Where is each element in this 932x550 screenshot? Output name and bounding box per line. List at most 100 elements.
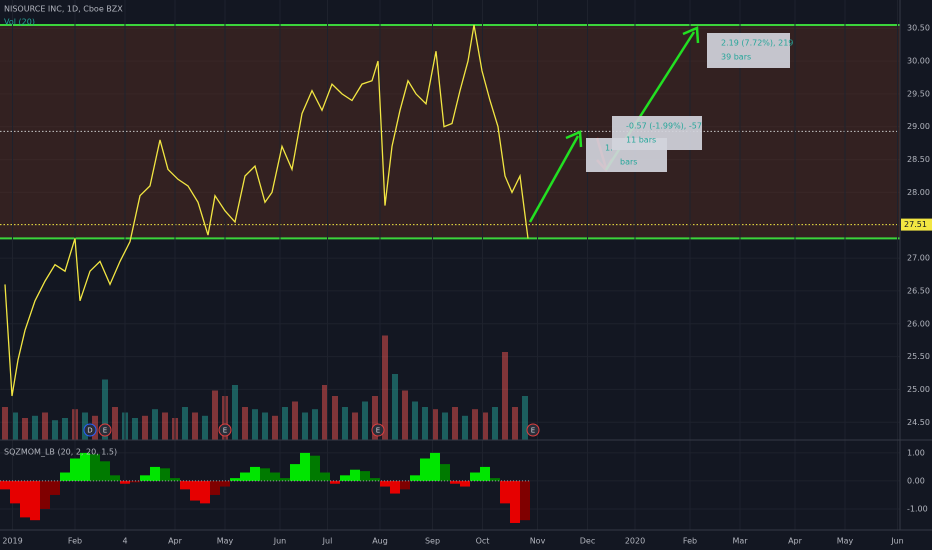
y-tick-label: 1.00 bbox=[907, 448, 925, 457]
measure-text: -0.57 (-1.99%), -57 bbox=[626, 122, 702, 131]
momentum-bar bbox=[450, 480, 460, 484]
momentum-bar bbox=[300, 452, 310, 481]
price-tag bbox=[901, 218, 932, 231]
y-tick-label: 25.50 bbox=[907, 352, 930, 361]
momentum-bar bbox=[320, 472, 330, 481]
momentum-bar bbox=[370, 478, 380, 481]
volume-bar bbox=[452, 407, 458, 440]
measure-text: 2.19 (7.72%), 219 bbox=[721, 39, 793, 48]
volume-bar bbox=[432, 409, 438, 440]
momentum-bar bbox=[520, 480, 530, 521]
arrow-head bbox=[682, 26, 700, 44]
momentum-bar bbox=[420, 458, 430, 481]
momentum-bar bbox=[350, 469, 360, 481]
volume-bar bbox=[102, 379, 108, 440]
y-tick-label: 24.50 bbox=[907, 418, 930, 427]
event-label: E bbox=[531, 427, 535, 435]
x-tick-label: Nov bbox=[530, 537, 546, 546]
event-marker bbox=[98, 423, 112, 437]
y-tick-label: 30.50 bbox=[907, 24, 930, 33]
volume-bar bbox=[362, 401, 368, 440]
y-tick-label: 27.00 bbox=[907, 254, 930, 263]
x-tick-label: Apr bbox=[788, 537, 803, 546]
momentum-bar bbox=[20, 480, 30, 518]
momentum-bar bbox=[430, 452, 440, 481]
volume-bar bbox=[32, 415, 38, 440]
arrow-head bbox=[565, 130, 583, 148]
volume-bar bbox=[282, 407, 288, 440]
momentum-bar bbox=[460, 480, 470, 487]
arrow bbox=[528, 135, 580, 223]
volume-bar bbox=[62, 418, 68, 440]
volume-bar bbox=[252, 409, 258, 440]
volume-bar bbox=[352, 412, 358, 440]
volume-bar bbox=[442, 412, 448, 440]
volume-bar bbox=[2, 407, 8, 440]
x-tick-label: May bbox=[837, 537, 854, 546]
x-tick-label: Apr bbox=[168, 537, 183, 546]
volume-bar bbox=[242, 407, 248, 440]
momentum-bar bbox=[90, 454, 100, 481]
x-tick-label: Jun bbox=[273, 537, 287, 546]
momentum-bar bbox=[140, 475, 150, 481]
price-line bbox=[4, 24, 529, 397]
volume-bar bbox=[132, 418, 138, 440]
layer-over: 1. bars -0.57 (-1.99%), -57 11 bars 2.19 (7.… bbox=[528, 26, 793, 223]
momentum-bar bbox=[270, 472, 280, 481]
y-tick-label: -1.00 bbox=[907, 504, 928, 513]
event-marker bbox=[83, 423, 97, 437]
momentum-bar bbox=[400, 480, 410, 490]
momentum-bar bbox=[330, 480, 340, 484]
volume-bar bbox=[382, 335, 388, 440]
layer-main: 24.5025.0025.5026.0026.5027.0027.5028.00… bbox=[0, 24, 932, 546]
momentum-bar bbox=[340, 475, 350, 481]
event-label: D bbox=[87, 427, 92, 435]
y-tick-label: 0.00 bbox=[907, 476, 925, 485]
volume-bar bbox=[232, 385, 238, 440]
volume-bar bbox=[162, 412, 168, 440]
momentum-bar bbox=[380, 480, 390, 487]
x-tick-label: Feb bbox=[683, 537, 697, 546]
momentum-bar bbox=[60, 472, 70, 481]
momentum-bar bbox=[120, 480, 130, 484]
x-tick-label: May bbox=[217, 537, 234, 546]
volume-bar bbox=[482, 412, 488, 440]
volume-bar bbox=[422, 407, 428, 440]
momentum-bar bbox=[310, 455, 320, 481]
momentum-bar bbox=[200, 480, 210, 504]
volume-bar bbox=[392, 374, 398, 440]
x-tick-label: Jun bbox=[890, 537, 904, 546]
x-tick-label: Mar bbox=[732, 537, 748, 546]
momentum-bar bbox=[240, 472, 250, 481]
volume-bar bbox=[272, 415, 278, 440]
measure-text: 11 bars bbox=[626, 136, 656, 145]
volume-bar bbox=[182, 407, 188, 440]
x-tick-label: 4 bbox=[122, 537, 127, 546]
measure-box bbox=[612, 116, 702, 150]
momentum-bar bbox=[390, 480, 400, 494]
volume-bar bbox=[402, 390, 408, 440]
y-tick-label: 26.00 bbox=[907, 319, 930, 328]
momentum-bar bbox=[150, 466, 160, 481]
volume-bar bbox=[412, 401, 418, 440]
volume-bar bbox=[22, 418, 28, 440]
momentum-bar bbox=[50, 480, 60, 495]
x-tick-label: Oct bbox=[476, 537, 490, 546]
volume-bar bbox=[192, 412, 198, 440]
volume-bar bbox=[322, 385, 328, 440]
volume-bar bbox=[462, 415, 468, 440]
momentum-bar bbox=[250, 466, 260, 481]
momentum-bar bbox=[70, 458, 80, 481]
x-tick-label: 2020 bbox=[625, 537, 645, 546]
event-marker bbox=[371, 423, 385, 437]
momentum-bar bbox=[260, 468, 270, 481]
momentum-bar bbox=[110, 475, 120, 481]
measure-box bbox=[707, 33, 790, 68]
volume-bar bbox=[512, 407, 518, 440]
chart-title: NISOURCE INC, 1D, Cboe BZX bbox=[4, 5, 123, 14]
volume-bar bbox=[152, 409, 158, 440]
y-tick-label: 29.50 bbox=[907, 89, 930, 98]
volume-bar bbox=[212, 390, 218, 440]
